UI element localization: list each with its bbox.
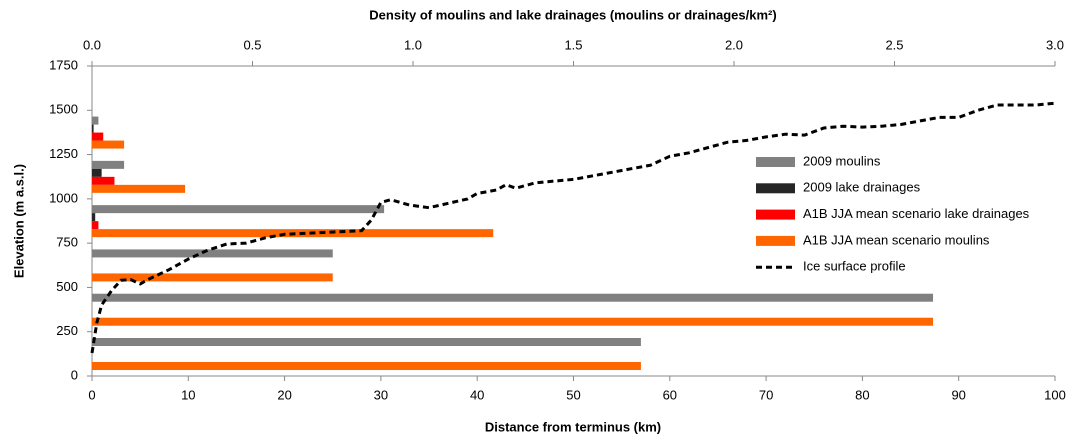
bar [92, 317, 934, 326]
bar [92, 273, 333, 282]
top-tick-label: 3.0 [1046, 37, 1064, 52]
y-tick-label: 1500 [49, 102, 78, 117]
x-axis-title: Distance from terminus (km) [485, 419, 661, 434]
y-axis-title: Elevation (m a.s.l.) [11, 164, 26, 278]
y-tick-label: 500 [56, 279, 78, 294]
bar [92, 221, 99, 230]
bar [92, 132, 104, 141]
top-tick-label: 1.5 [564, 37, 582, 52]
y-tick-label: 1250 [49, 146, 78, 161]
x-tick-label: 10 [181, 387, 195, 402]
profile-line [90, 101, 1056, 354]
bar [92, 184, 186, 193]
y-tick-label: 250 [56, 323, 78, 338]
bar [92, 140, 125, 149]
y-tick-label: 1000 [49, 190, 78, 205]
legend-swatch [756, 235, 795, 246]
x-tick-label: 50 [566, 387, 580, 402]
legend-label: Ice surface profile [803, 259, 906, 274]
x-tick-label: 100 [1044, 387, 1066, 402]
x-tick-label: 30 [374, 387, 388, 402]
bar [92, 213, 96, 222]
legend-label: 2009 moulins [803, 153, 881, 168]
y-tick-label: 1750 [49, 57, 78, 72]
bar [92, 338, 641, 346]
top-axis-title: Density of moulins and lake drainages (m… [369, 7, 776, 22]
x-tick-label: 40 [470, 387, 484, 402]
y-tick-label: 750 [56, 235, 78, 250]
bar [92, 362, 641, 370]
top-tick-label: 2.0 [725, 37, 743, 52]
bar [92, 116, 99, 125]
bar [92, 124, 94, 133]
legend-label: A1B JJA mean scenario lake drainages [803, 206, 1030, 221]
x-tick-label: 90 [951, 387, 965, 402]
top-tick-label: 0.0 [83, 37, 101, 52]
legend-swatch [756, 157, 795, 167]
top-tick-label: 0.5 [243, 37, 261, 52]
y-tick-label: 0 [71, 367, 78, 382]
legend-swatch [756, 209, 795, 220]
x-tick-label: 70 [759, 387, 773, 402]
x-tick-label: 80 [855, 387, 869, 402]
top-tick-label: 1.0 [404, 37, 422, 52]
bar [92, 160, 125, 169]
bar [92, 293, 934, 302]
bar [92, 205, 385, 214]
x-tick-label: 60 [663, 387, 677, 402]
x-tick-label: 20 [277, 387, 291, 402]
bar [92, 168, 102, 177]
bar [92, 249, 333, 258]
x-tick-label: 0 [88, 387, 95, 402]
legend-label: 2009 lake drainages [803, 180, 921, 195]
bar [92, 176, 115, 185]
top-tick-label: 2.5 [885, 37, 903, 52]
legend-swatch [756, 183, 795, 194]
legend-label: A1B JJA mean scenario moulins [803, 232, 990, 247]
